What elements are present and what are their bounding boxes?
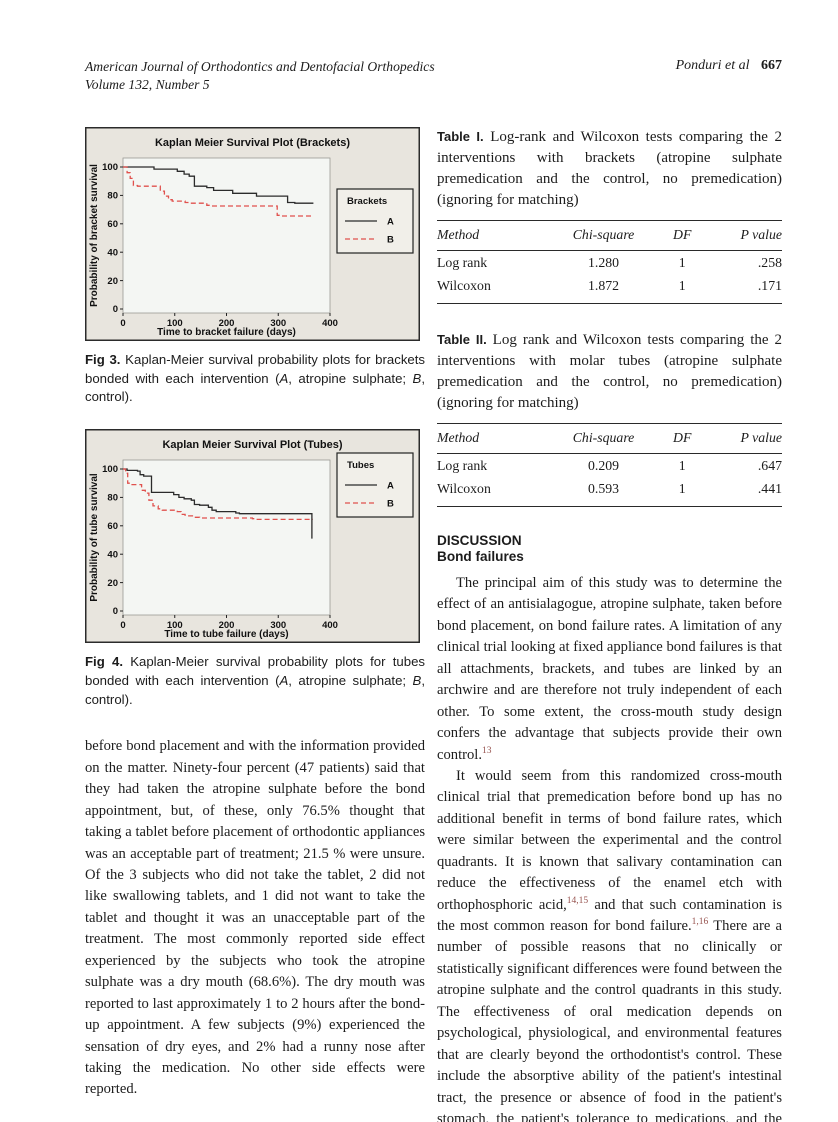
authors-label: Ponduri et al xyxy=(675,58,750,73)
svg-text:A: A xyxy=(387,216,394,227)
table-cell: 0.209 xyxy=(588,458,620,473)
figure-4: Kaplan Meier Survival Plot (Tubes) 0 100 20… xyxy=(85,429,420,644)
body-paragraph-results: before bond placement and with the infor… xyxy=(85,738,425,1098)
svg-text:B: B xyxy=(387,234,394,245)
table-column-header: Chi-square xyxy=(542,220,665,251)
svg-text:0: 0 xyxy=(113,606,118,617)
svg-text:Time to bracket failure (days): Time to bracket failure (days) xyxy=(157,327,296,338)
svg-text:400: 400 xyxy=(322,620,338,631)
table-row: Log rank 0.209 1 .647 xyxy=(437,454,782,478)
table-cell: Log rank xyxy=(437,458,488,473)
svg-text:40: 40 xyxy=(107,247,118,258)
svg-text:200: 200 xyxy=(219,620,235,631)
svg-text:Kaplan Meier Survival Plot (Tu: Kaplan Meier Survival Plot (Tubes) xyxy=(162,439,342,451)
svg-text:80: 80 xyxy=(107,191,118,202)
table-column-header: P value xyxy=(700,423,782,454)
svg-text:100: 100 xyxy=(167,620,183,631)
table-1-block: Table I. Log-rank and Wilcoxon tests com… xyxy=(437,127,782,304)
svg-text:A: A xyxy=(387,481,394,492)
table-column-header: Method xyxy=(437,220,543,251)
figure-4-caption: Fig 4. Kaplan-Meier survival probability… xyxy=(85,654,426,707)
right-column: Table I. Log-rank and Wilcoxon tests com… xyxy=(437,127,782,1122)
kaplan-meier-brackets-chart: Kaplan Meier Survival Plot (Brackets) 0 10… xyxy=(85,127,420,341)
svg-text:20: 20 xyxy=(107,578,118,589)
journal-volume: Volume 132, Number 5 xyxy=(85,76,210,92)
table-cell: 1.872 xyxy=(588,278,620,293)
journal-masthead: American Journal of Orthodontics and Den… xyxy=(85,58,435,93)
svg-text:B: B xyxy=(387,499,394,510)
svg-text:Brackets: Brackets xyxy=(347,196,387,207)
table-2-grid: Method Chi-square DF P value Log rank 0.209 1.… xyxy=(437,423,782,507)
table-cell: 1 xyxy=(678,481,686,496)
table-column-header: P value xyxy=(700,220,782,251)
table-cell: .258 xyxy=(757,255,782,270)
table-cell: .647 xyxy=(757,458,782,473)
svg-text:300: 300 xyxy=(270,620,286,631)
discussion-heading: DISCUSSION xyxy=(437,533,522,548)
svg-text:100: 100 xyxy=(102,464,118,475)
svg-text:20: 20 xyxy=(107,276,118,287)
svg-text:Kaplan Meier Survival Plot (Br: Kaplan Meier Survival Plot (Brackets) xyxy=(155,137,350,149)
table-cell: 1.280 xyxy=(588,255,620,270)
svg-text:Probability of bracket surviva: Probability of bracket survival xyxy=(89,164,100,307)
svg-text:0: 0 xyxy=(113,304,118,315)
svg-text:Probability of tube survival: Probability of tube survival xyxy=(89,473,100,602)
table-cell: 0.593 xyxy=(588,481,620,496)
table-column-header: DF xyxy=(664,423,701,454)
svg-text:0: 0 xyxy=(120,620,125,631)
svg-text:60: 60 xyxy=(107,219,118,230)
table-1-grid: Method Chi-square DF P value Log rank 1.280 1.… xyxy=(437,220,782,304)
table-row: Log rank 1.280 1 .258 xyxy=(437,251,782,275)
table-cell: 1 xyxy=(678,458,686,473)
discussion-paragraph-1: The principal aim of this study was to d… xyxy=(437,575,782,763)
two-column-layout: Kaplan Meier Survival Plot (Brackets) 0 10… xyxy=(85,127,782,1122)
bond-failures-subheading: Bond failures xyxy=(437,549,524,564)
svg-text:40: 40 xyxy=(107,550,118,561)
table-cell: Log rank xyxy=(437,255,488,270)
table-row: Wilcoxon 0.593 1 .441 xyxy=(437,477,782,507)
discussion-paragraph-2: It would seem from this randomized cross… xyxy=(437,767,783,1122)
table-1-caption: Table I. Log-rank and Wilcoxon tests com… xyxy=(437,129,782,208)
table-cell: .441 xyxy=(757,481,782,496)
table-2-block: Table II. Log rank and Wilcoxon tests co… xyxy=(437,330,782,507)
svg-text:100: 100 xyxy=(102,162,118,173)
left-column: Kaplan Meier Survival Plot (Brackets) 0 10… xyxy=(85,127,425,1122)
svg-text:400: 400 xyxy=(322,318,338,329)
table-column-header: DF xyxy=(664,220,701,251)
figure-3: Kaplan Meier Survival Plot (Brackets) 0 10… xyxy=(85,127,420,341)
svg-text:200: 200 xyxy=(219,318,235,329)
svg-text:0: 0 xyxy=(120,318,125,329)
table-row: Wilcoxon 1.872 1 .171 xyxy=(437,274,782,304)
table-column-header: Chi-square xyxy=(542,423,665,454)
svg-text:Tubes: Tubes xyxy=(347,460,374,471)
kaplan-meier-tubes-chart: Kaplan Meier Survival Plot (Tubes) 0 100 20… xyxy=(85,429,420,644)
table-cell: .171 xyxy=(757,278,782,293)
table-cell: 1 xyxy=(678,255,686,270)
table-column-header: Method xyxy=(437,423,543,454)
journal-title: American Journal of Orthodontics and Den… xyxy=(85,59,435,74)
table-cell: 1 xyxy=(678,278,686,293)
svg-text:100: 100 xyxy=(167,318,183,329)
table-cell: Wilcoxon xyxy=(437,481,491,496)
page-number: 667 xyxy=(761,58,782,73)
figure-3-caption: Fig 3. Kaplan-Meier survival probability… xyxy=(85,352,426,405)
svg-text:60: 60 xyxy=(107,521,118,532)
page-header: American Journal of Orthodontics and Den… xyxy=(85,58,782,93)
table-2-caption: Table II. Log rank and Wilcoxon tests co… xyxy=(437,332,783,411)
table-cell: Wilcoxon xyxy=(437,278,491,293)
running-head: Ponduri et al 667 xyxy=(676,58,782,74)
svg-text:Time to tube failure (days): Time to tube failure (days) xyxy=(164,629,288,640)
svg-text:300: 300 xyxy=(270,318,286,329)
svg-text:80: 80 xyxy=(107,493,118,504)
